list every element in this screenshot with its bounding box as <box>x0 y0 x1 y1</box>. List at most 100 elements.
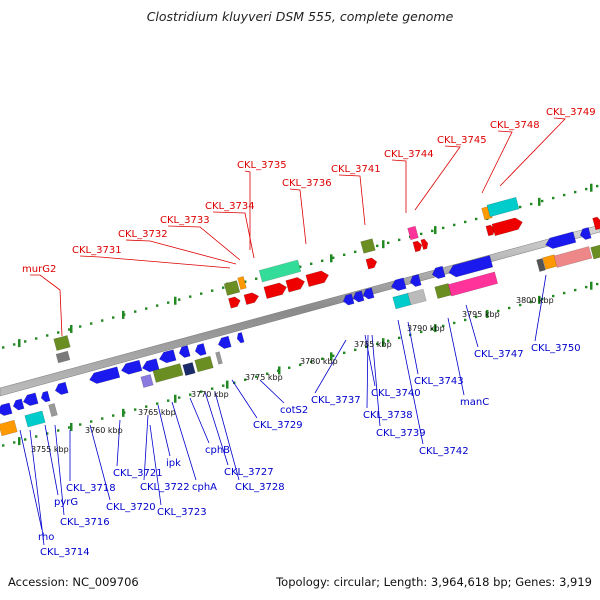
forward-gene-label: CKL_3736 <box>282 178 332 189</box>
upper-guide-dot <box>200 292 203 295</box>
lower-guide-dot <box>2 444 5 447</box>
lower-guide-dot <box>57 429 60 432</box>
gene-blue-arrow <box>390 277 407 291</box>
upper-guide-dot <box>222 286 225 289</box>
lower-guide-dot <box>13 441 16 444</box>
upper-guide-dot <box>156 304 159 307</box>
gene-blue-arrow <box>0 402 13 416</box>
forward-gene-label: CKL_3733 <box>160 215 210 226</box>
leader-line <box>125 239 237 265</box>
reverse-gene-label: CKL_3742 <box>419 446 469 457</box>
gene-purple-box <box>140 374 154 388</box>
lower-guide-dot-tick <box>538 295 541 304</box>
upper-guide-dot <box>343 253 346 257</box>
upper-guide-dot <box>211 289 214 292</box>
upper-guide-dot <box>585 187 588 191</box>
lower-guide-dot <box>79 423 82 426</box>
gene-blue-arrow <box>141 358 160 373</box>
gene-blue-arrow <box>89 366 121 384</box>
upper-guide-dot <box>552 196 555 200</box>
gene-blue-arrow <box>22 392 39 406</box>
lower-guide-dot <box>464 318 467 322</box>
leader-line <box>79 255 231 269</box>
upper-guide-dot <box>13 343 16 346</box>
reverse-gene-label: CKL_3727 <box>224 467 274 478</box>
reverse-gene-label: manC <box>460 397 489 408</box>
gene-blue-arrow <box>120 359 143 375</box>
upper-guide-dot <box>541 199 544 203</box>
reverse-gene-label: CKL_3747 <box>474 349 524 360</box>
lower-guide-dot <box>343 351 346 355</box>
leader-line <box>143 414 149 481</box>
leader-line <box>407 321 419 375</box>
lower-guide-dot <box>178 396 181 399</box>
upper-guide-dot <box>145 307 148 310</box>
gene-blue-arrow <box>409 274 422 287</box>
lower-guide-dot <box>563 291 566 295</box>
forward-gene-label: CKL_3741 <box>331 164 381 175</box>
upper-guide-dot <box>24 340 27 343</box>
forward-gene-label: CKL_3744 <box>384 149 434 160</box>
reverse-gene-label: CKL_3728 <box>235 482 285 493</box>
gene-red-arrow <box>243 292 260 305</box>
gene-red-arrow <box>285 277 306 293</box>
lower-guide-dot-tick <box>18 437 21 446</box>
gene-blue-arrow <box>352 290 365 303</box>
gene-blue-arrow <box>12 398 25 411</box>
gene-olive-box <box>360 238 376 254</box>
leader-line <box>391 159 407 213</box>
lower-guide-dot <box>145 405 148 408</box>
lower-guide-dot <box>530 300 533 304</box>
upper-guide-dot <box>475 217 478 221</box>
upper-guide-dot <box>101 319 104 322</box>
upper-guide-dot-tick <box>538 197 541 206</box>
lower-guide-dot-tick <box>590 281 593 290</box>
forward-gene-label: CKL_3749 <box>546 107 596 118</box>
upper-guide-dot <box>376 244 379 248</box>
gene-grey-box <box>55 350 71 364</box>
gene-grey-box <box>48 403 58 417</box>
lower-guide-dot <box>90 420 93 423</box>
leader-line <box>204 391 229 466</box>
forward-gene-labels: murG2 CKL_3731 CKL_3732 CKL_3733 CKL_3734 CKL… <box>22 107 596 275</box>
gene-blue-arrow <box>342 293 355 306</box>
lower-guide-dot <box>24 438 27 441</box>
reverse-gene-label: pyrG <box>54 497 78 508</box>
gene-blue-arrow <box>194 343 207 356</box>
lower-guide-dot <box>200 390 203 393</box>
leader-line <box>534 274 547 342</box>
reverse-gene-label: CKL_3722 <box>140 482 190 493</box>
leader-line <box>289 188 307 245</box>
gene-olive-box <box>194 355 214 373</box>
accession-text: Accession: NC_009706 <box>8 575 139 589</box>
scale-tick-label: 3785 kbp <box>354 340 392 349</box>
leader-line <box>314 339 347 394</box>
leader-line <box>481 130 513 194</box>
lower-guide-dot <box>189 393 192 396</box>
gene-blue-arrow <box>431 265 446 279</box>
leader-line <box>465 304 479 348</box>
upper-guide-dot <box>420 232 423 236</box>
leader-line <box>214 391 240 481</box>
lower-guide-dot <box>354 348 357 352</box>
lower-guide-dot <box>112 414 115 417</box>
reverse-gene-labels: rhoCKL_3714pyrGCKL_3716CKL_3718CKL_3720C… <box>38 343 581 558</box>
leader-lines <box>19 117 566 546</box>
leader-line <box>499 117 566 187</box>
lower-guide-dot-tick <box>226 380 229 389</box>
gene-grey-box <box>215 351 223 365</box>
reverse-gene-label: CKL_3740 <box>371 388 421 399</box>
leader-line <box>116 419 121 467</box>
leader-line <box>447 317 465 396</box>
gene-blue-arrow <box>579 227 592 240</box>
leader-line <box>29 429 45 546</box>
upper-guide-dot <box>519 205 522 209</box>
reverse-gene-label: CKL_3738 <box>363 410 413 421</box>
leader-line <box>167 225 241 261</box>
upper-guide-dot <box>167 301 170 304</box>
upper-guide-dot-tick <box>382 240 385 249</box>
leader-line <box>54 424 65 516</box>
upper-guide-dot <box>464 220 467 224</box>
lower-guide-dot <box>255 375 258 378</box>
